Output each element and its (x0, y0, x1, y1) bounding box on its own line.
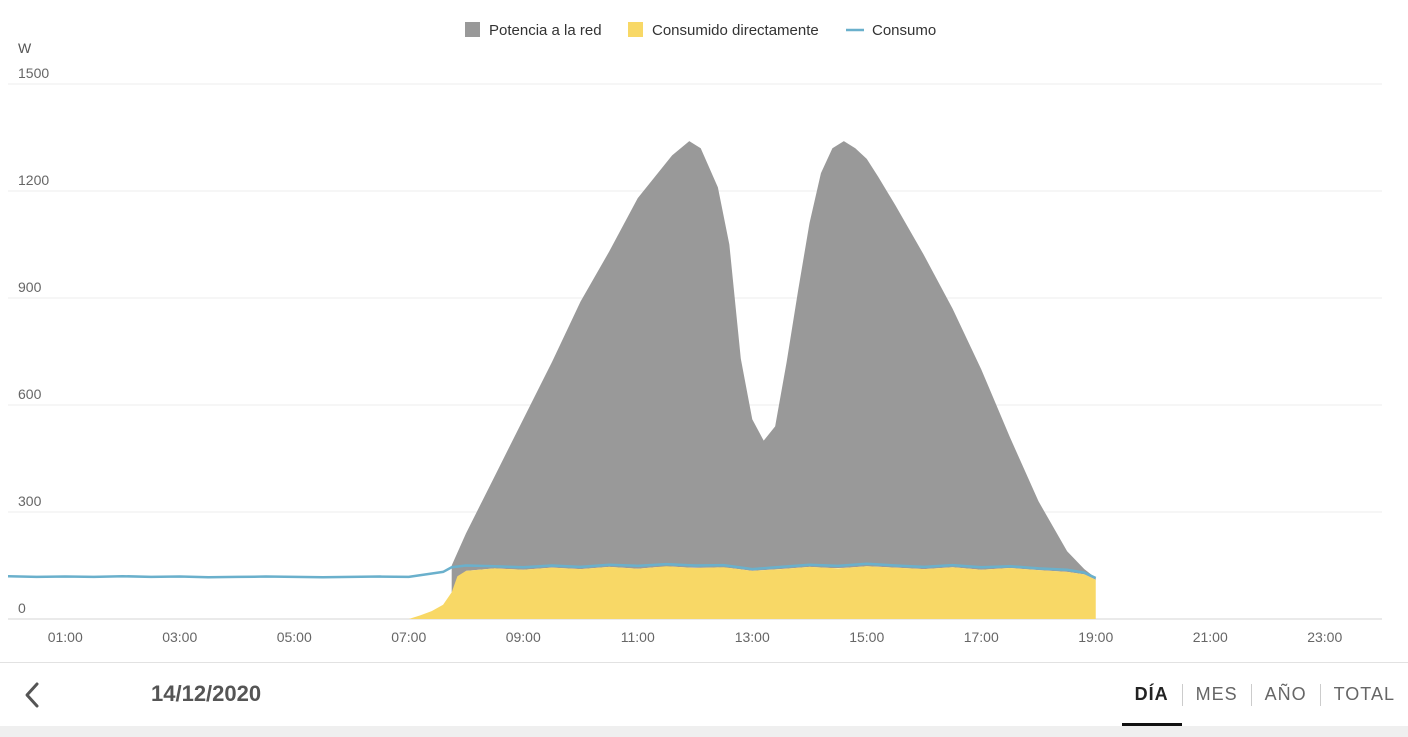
x-tick-label: 21:00 (1193, 629, 1228, 645)
y-tick-label: 1500 (18, 65, 49, 81)
energy-chart: 0 300 600 900 1200 1500 W 01:00 03:00 05:00 07:00 0… (7, 22, 1382, 645)
legend-swatch (465, 22, 480, 37)
x-tick-label: 07:00 (391, 629, 426, 645)
x-tick-label: 11:00 (621, 629, 655, 645)
x-tick-label: 13:00 (735, 629, 770, 645)
y-tick-label: 1200 (18, 172, 49, 188)
legend-swatch (628, 22, 643, 37)
legend-label: Consumido directamente (652, 22, 819, 39)
x-tick-label: 19:00 (1078, 629, 1113, 645)
x-tick-label: 01:00 (48, 629, 83, 645)
x-tick-label: 05:00 (277, 629, 312, 645)
bottom-strip (0, 726, 1408, 737)
legend-grid-feed[interactable]: Potencia a la red (465, 22, 602, 39)
y-tick-label: 0 (18, 600, 26, 616)
chevron-left-icon (25, 682, 39, 708)
y-tick-label: 300 (18, 493, 42, 509)
direct-consumption-area (408, 566, 1096, 619)
x-tick-label: 23:00 (1307, 629, 1342, 645)
y-tick-label: 600 (18, 386, 42, 402)
date-navigation-bar: 14/12/2020 DÍA MES AÑO TOTAL (0, 662, 1408, 727)
previous-day-button[interactable] (14, 677, 50, 713)
grid-feed-area (451, 141, 1096, 593)
legend-label: Potencia a la red (489, 22, 602, 39)
legend-label: Consumo (872, 22, 936, 39)
x-tick-label: 09:00 (506, 629, 541, 645)
tab-year[interactable]: AÑO (1264, 684, 1307, 704)
x-tick-label: 03:00 (162, 629, 197, 645)
tab-month[interactable]: MES (1195, 684, 1238, 704)
tab-divider (1319, 683, 1321, 706)
tab-total[interactable]: TOTAL (1333, 684, 1395, 704)
y-tick-label: 900 (18, 279, 42, 295)
x-tick-label: 17:00 (964, 629, 999, 645)
tab-day[interactable]: DÍA (1121, 663, 1182, 727)
x-tick-label: 15:00 (849, 629, 884, 645)
chart-canvas: 0 300 600 900 1200 1500 W 01:00 03:00 05:00 07:00 0… (7, 22, 1382, 645)
tab-divider (1181, 683, 1183, 706)
legend-consumption[interactable]: Consumo (846, 22, 936, 39)
tab-divider (1250, 683, 1252, 706)
y-axis-unit: W (18, 40, 32, 56)
consumption-line (7, 562, 1097, 580)
current-date[interactable]: 14/12/2020 (151, 681, 262, 706)
period-tabs: DÍA MES AÑO TOTAL (1121, 663, 1408, 727)
legend-direct-consumption[interactable]: Consumido directamente (628, 22, 819, 39)
